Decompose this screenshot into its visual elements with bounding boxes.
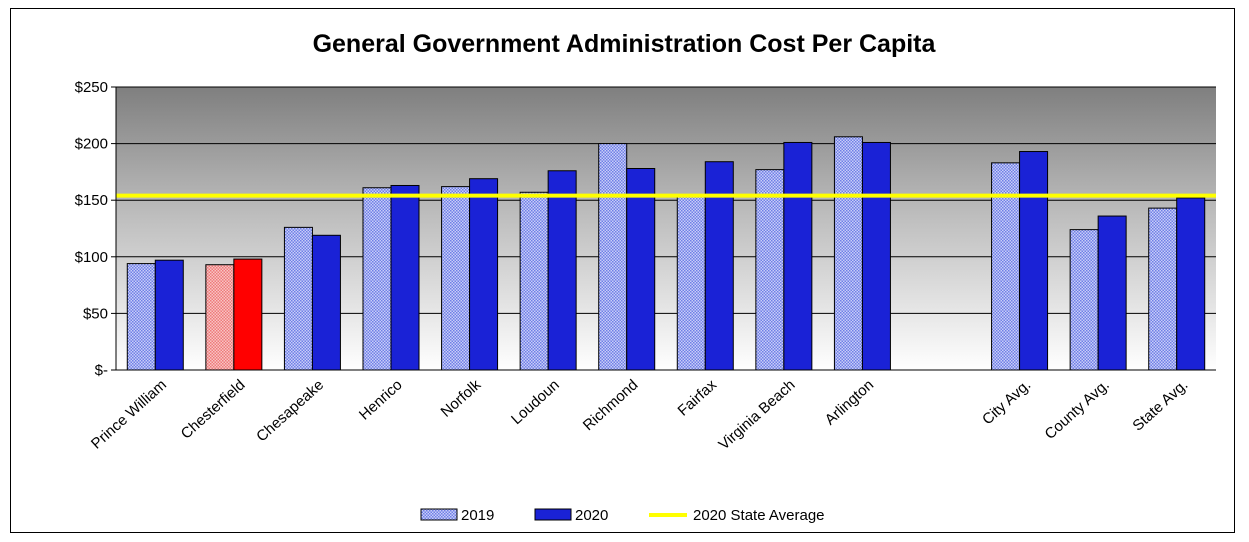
bar-2020-norfolk: [469, 178, 499, 371]
y-tick-label: $50: [83, 305, 108, 322]
x-tick-label: Norfolk: [438, 376, 485, 421]
bar-2019-henrico: [362, 187, 392, 371]
y-tick-label: $100: [75, 249, 108, 266]
bar-2019-richmond: [598, 143, 628, 371]
bar-2020-county-avg: [1097, 215, 1127, 371]
y-tick-label: $150: [75, 192, 108, 209]
x-tick-label: Virginia Beach: [715, 376, 798, 453]
y-tick-label: $-: [95, 362, 108, 379]
legend-label-2019: 2019: [461, 507, 494, 524]
bar-2019-virginia-beach: [755, 169, 785, 371]
legend-label-state-average: 2020 State Average: [693, 507, 825, 524]
x-tick-label: Loudoun: [508, 376, 563, 428]
bar-2019-state-avg: [1148, 207, 1178, 371]
bar-2019-fairfax: [676, 196, 706, 371]
bar-2019-arlington: [833, 136, 863, 371]
bar-2020-arlington: [861, 141, 891, 371]
bar-2019-chesapeake: [283, 226, 313, 371]
bar-2019-county-avg: [1069, 229, 1099, 371]
x-tick-label: Arlington: [822, 376, 877, 428]
bar-2020-henrico: [390, 184, 420, 371]
bar-2020-loudoun: [547, 170, 577, 371]
bar-2019-loudoun: [519, 191, 549, 371]
x-tick-label: City Avg.: [979, 376, 1034, 428]
x-tick-label: Prince William: [88, 376, 170, 452]
bar-2019-chesterfield: [205, 264, 235, 371]
x-tick-label: Chesapeake: [253, 376, 327, 445]
y-axis: $- $50 $100 $150 $200 $250: [75, 79, 116, 379]
bar-2019-prince-william: [126, 263, 156, 371]
x-tick-label: County Avg.: [1042, 376, 1113, 443]
bar-2020-state-avg: [1176, 197, 1206, 371]
bar-2020-fairfax: [704, 161, 734, 371]
y-tick-label: $200: [75, 136, 108, 153]
x-tick-label: State Avg.: [1129, 376, 1191, 434]
x-tick-label: Fairfax: [675, 376, 721, 420]
legend: 2019 2020 2020 State Average: [420, 507, 825, 524]
chart-title: General Government Administration Cost P…: [313, 30, 937, 58]
bar-2020-richmond: [626, 168, 656, 371]
plot-area: [116, 87, 1216, 370]
y-tick-label: $250: [75, 79, 108, 96]
bar-2019-norfolk: [441, 186, 471, 371]
bar-2020-chesterfield: [233, 258, 263, 371]
bar-2020-virginia-beach: [783, 141, 813, 371]
legend-swatch-2020: [534, 508, 572, 521]
x-axis-labels: Prince William Chesterfield Chesapeake Henr…: [88, 376, 1191, 454]
x-tick-label: Chesterfield: [178, 376, 249, 442]
legend-label-2020: 2020: [575, 507, 608, 524]
x-tick-label: Richmond: [580, 376, 642, 434]
bar-2020-prince-william: [154, 259, 184, 371]
legend-swatch-2019: [420, 508, 458, 521]
bar-2020-chesapeake: [311, 234, 341, 371]
bar-2020-city-avg: [1019, 151, 1049, 371]
x-tick-label: Henrico: [356, 376, 406, 423]
